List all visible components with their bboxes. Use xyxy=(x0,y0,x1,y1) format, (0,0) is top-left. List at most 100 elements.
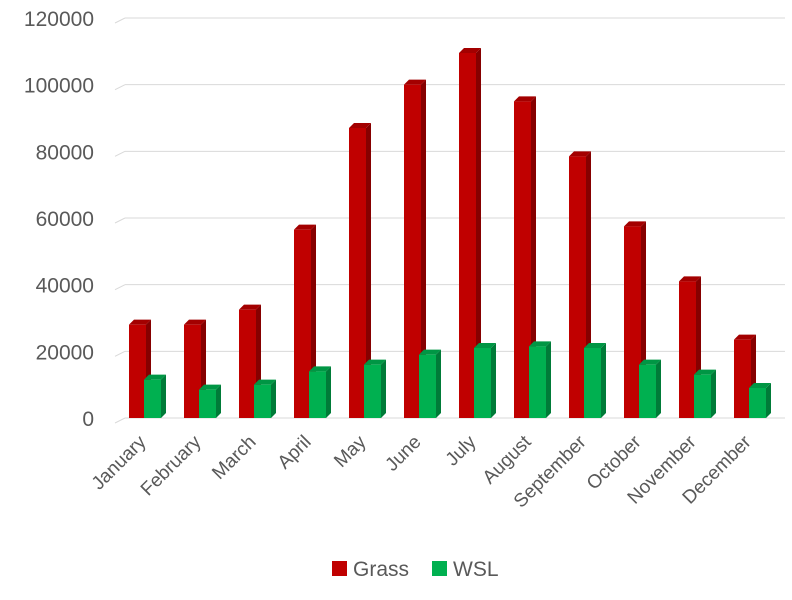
gridline-depth xyxy=(114,17,126,24)
bar-front xyxy=(474,348,491,418)
bar-top xyxy=(294,224,316,230)
bar-front xyxy=(749,388,766,418)
bar-wsl-january xyxy=(144,374,166,418)
bar-top xyxy=(679,276,701,282)
bar-grass-july xyxy=(459,48,481,418)
bar-wsl-may xyxy=(364,359,386,418)
bar-top xyxy=(584,343,606,348)
bar-wsl-august xyxy=(529,341,551,418)
bar-front xyxy=(569,156,586,419)
bar-side xyxy=(161,374,166,418)
bar-side xyxy=(491,343,496,418)
bar-grass-june xyxy=(404,79,426,419)
bar-top xyxy=(239,304,261,310)
bar-top xyxy=(144,374,166,380)
bar-front xyxy=(639,364,656,418)
gridline-depth xyxy=(114,417,126,424)
bar-side xyxy=(421,79,426,419)
gridline-depth xyxy=(114,84,126,91)
bar-front xyxy=(254,384,271,418)
bar-side xyxy=(381,359,386,418)
y-tick-label: 120000 xyxy=(24,8,94,31)
bar-top xyxy=(364,359,386,365)
bar-side xyxy=(436,349,441,418)
legend-label-grass: Grass xyxy=(353,558,409,581)
bar-top xyxy=(129,319,151,325)
gridline-depth xyxy=(114,284,126,291)
bar-wsl-april xyxy=(309,366,331,418)
legend: Grass WSL xyxy=(332,558,499,581)
bar-front xyxy=(309,371,326,418)
bar-side xyxy=(326,366,331,418)
bar-top xyxy=(459,48,481,53)
bar-front xyxy=(459,53,476,418)
bar-top xyxy=(254,379,276,385)
bar-top xyxy=(199,384,221,390)
bar-front xyxy=(199,389,216,418)
bar-front xyxy=(514,101,531,418)
bar-wsl-june xyxy=(419,349,441,418)
bar-side xyxy=(271,379,276,418)
bar-front xyxy=(184,324,201,418)
bar-front xyxy=(349,128,366,418)
x-tick-label: February xyxy=(137,431,206,500)
y-tick-label: 0 xyxy=(82,408,94,431)
bar-front xyxy=(624,226,641,418)
bar-top xyxy=(404,79,426,85)
bar-front xyxy=(404,84,421,419)
bar-side xyxy=(476,48,481,418)
bar-top xyxy=(514,96,536,102)
bar-top xyxy=(349,123,371,128)
bar-front xyxy=(679,281,696,418)
bar-front xyxy=(529,346,546,418)
x-tick-label: June xyxy=(382,432,426,476)
bar-top xyxy=(529,341,551,347)
y-axis-ticks: 0 20000 40000 60000 80000 100000 120000 xyxy=(24,8,94,431)
gridline-depth xyxy=(114,150,126,157)
bar-top xyxy=(694,369,716,375)
bar-side xyxy=(601,343,606,418)
bar-grass-may xyxy=(349,123,371,418)
y-tick-label: 80000 xyxy=(36,141,94,164)
bar-front xyxy=(144,379,161,418)
y-tick-label: 40000 xyxy=(36,275,94,298)
x-tick-label: July xyxy=(442,431,481,470)
bar-side xyxy=(711,369,716,418)
bar-grass-january xyxy=(129,319,151,418)
bar-top xyxy=(734,334,756,340)
bar-top xyxy=(474,343,496,348)
y-tick-label: 100000 xyxy=(24,75,94,98)
bar-top xyxy=(569,151,591,157)
bars xyxy=(129,48,771,419)
bar-side xyxy=(656,359,661,418)
bar-front xyxy=(584,348,601,418)
bar-side xyxy=(531,96,536,418)
bar-top xyxy=(749,383,771,388)
bar-grass-august xyxy=(514,96,536,418)
bar-top xyxy=(639,359,661,365)
bar-wsl-july xyxy=(474,343,496,418)
bar-front xyxy=(239,309,256,418)
gridlines xyxy=(114,17,785,424)
bar-wsl-december xyxy=(749,383,771,418)
bar-wsl-october xyxy=(639,359,661,418)
bar-side xyxy=(766,383,771,418)
legend-label-wsl: WSL xyxy=(453,558,499,581)
bar-side xyxy=(546,341,551,418)
bar-side xyxy=(216,384,221,418)
bar-wsl-november xyxy=(694,369,716,418)
bar-front xyxy=(734,339,751,418)
bar-side xyxy=(366,123,371,418)
x-tick-label: March xyxy=(208,432,260,484)
bar-front xyxy=(294,229,311,418)
x-tick-label: May xyxy=(330,431,371,472)
bar-wsl-february xyxy=(199,384,221,418)
bar-top xyxy=(624,221,646,227)
bar-top xyxy=(419,349,441,355)
bar-front xyxy=(364,364,381,418)
y-tick-label: 60000 xyxy=(36,208,94,231)
legend-swatch-grass xyxy=(332,561,347,576)
